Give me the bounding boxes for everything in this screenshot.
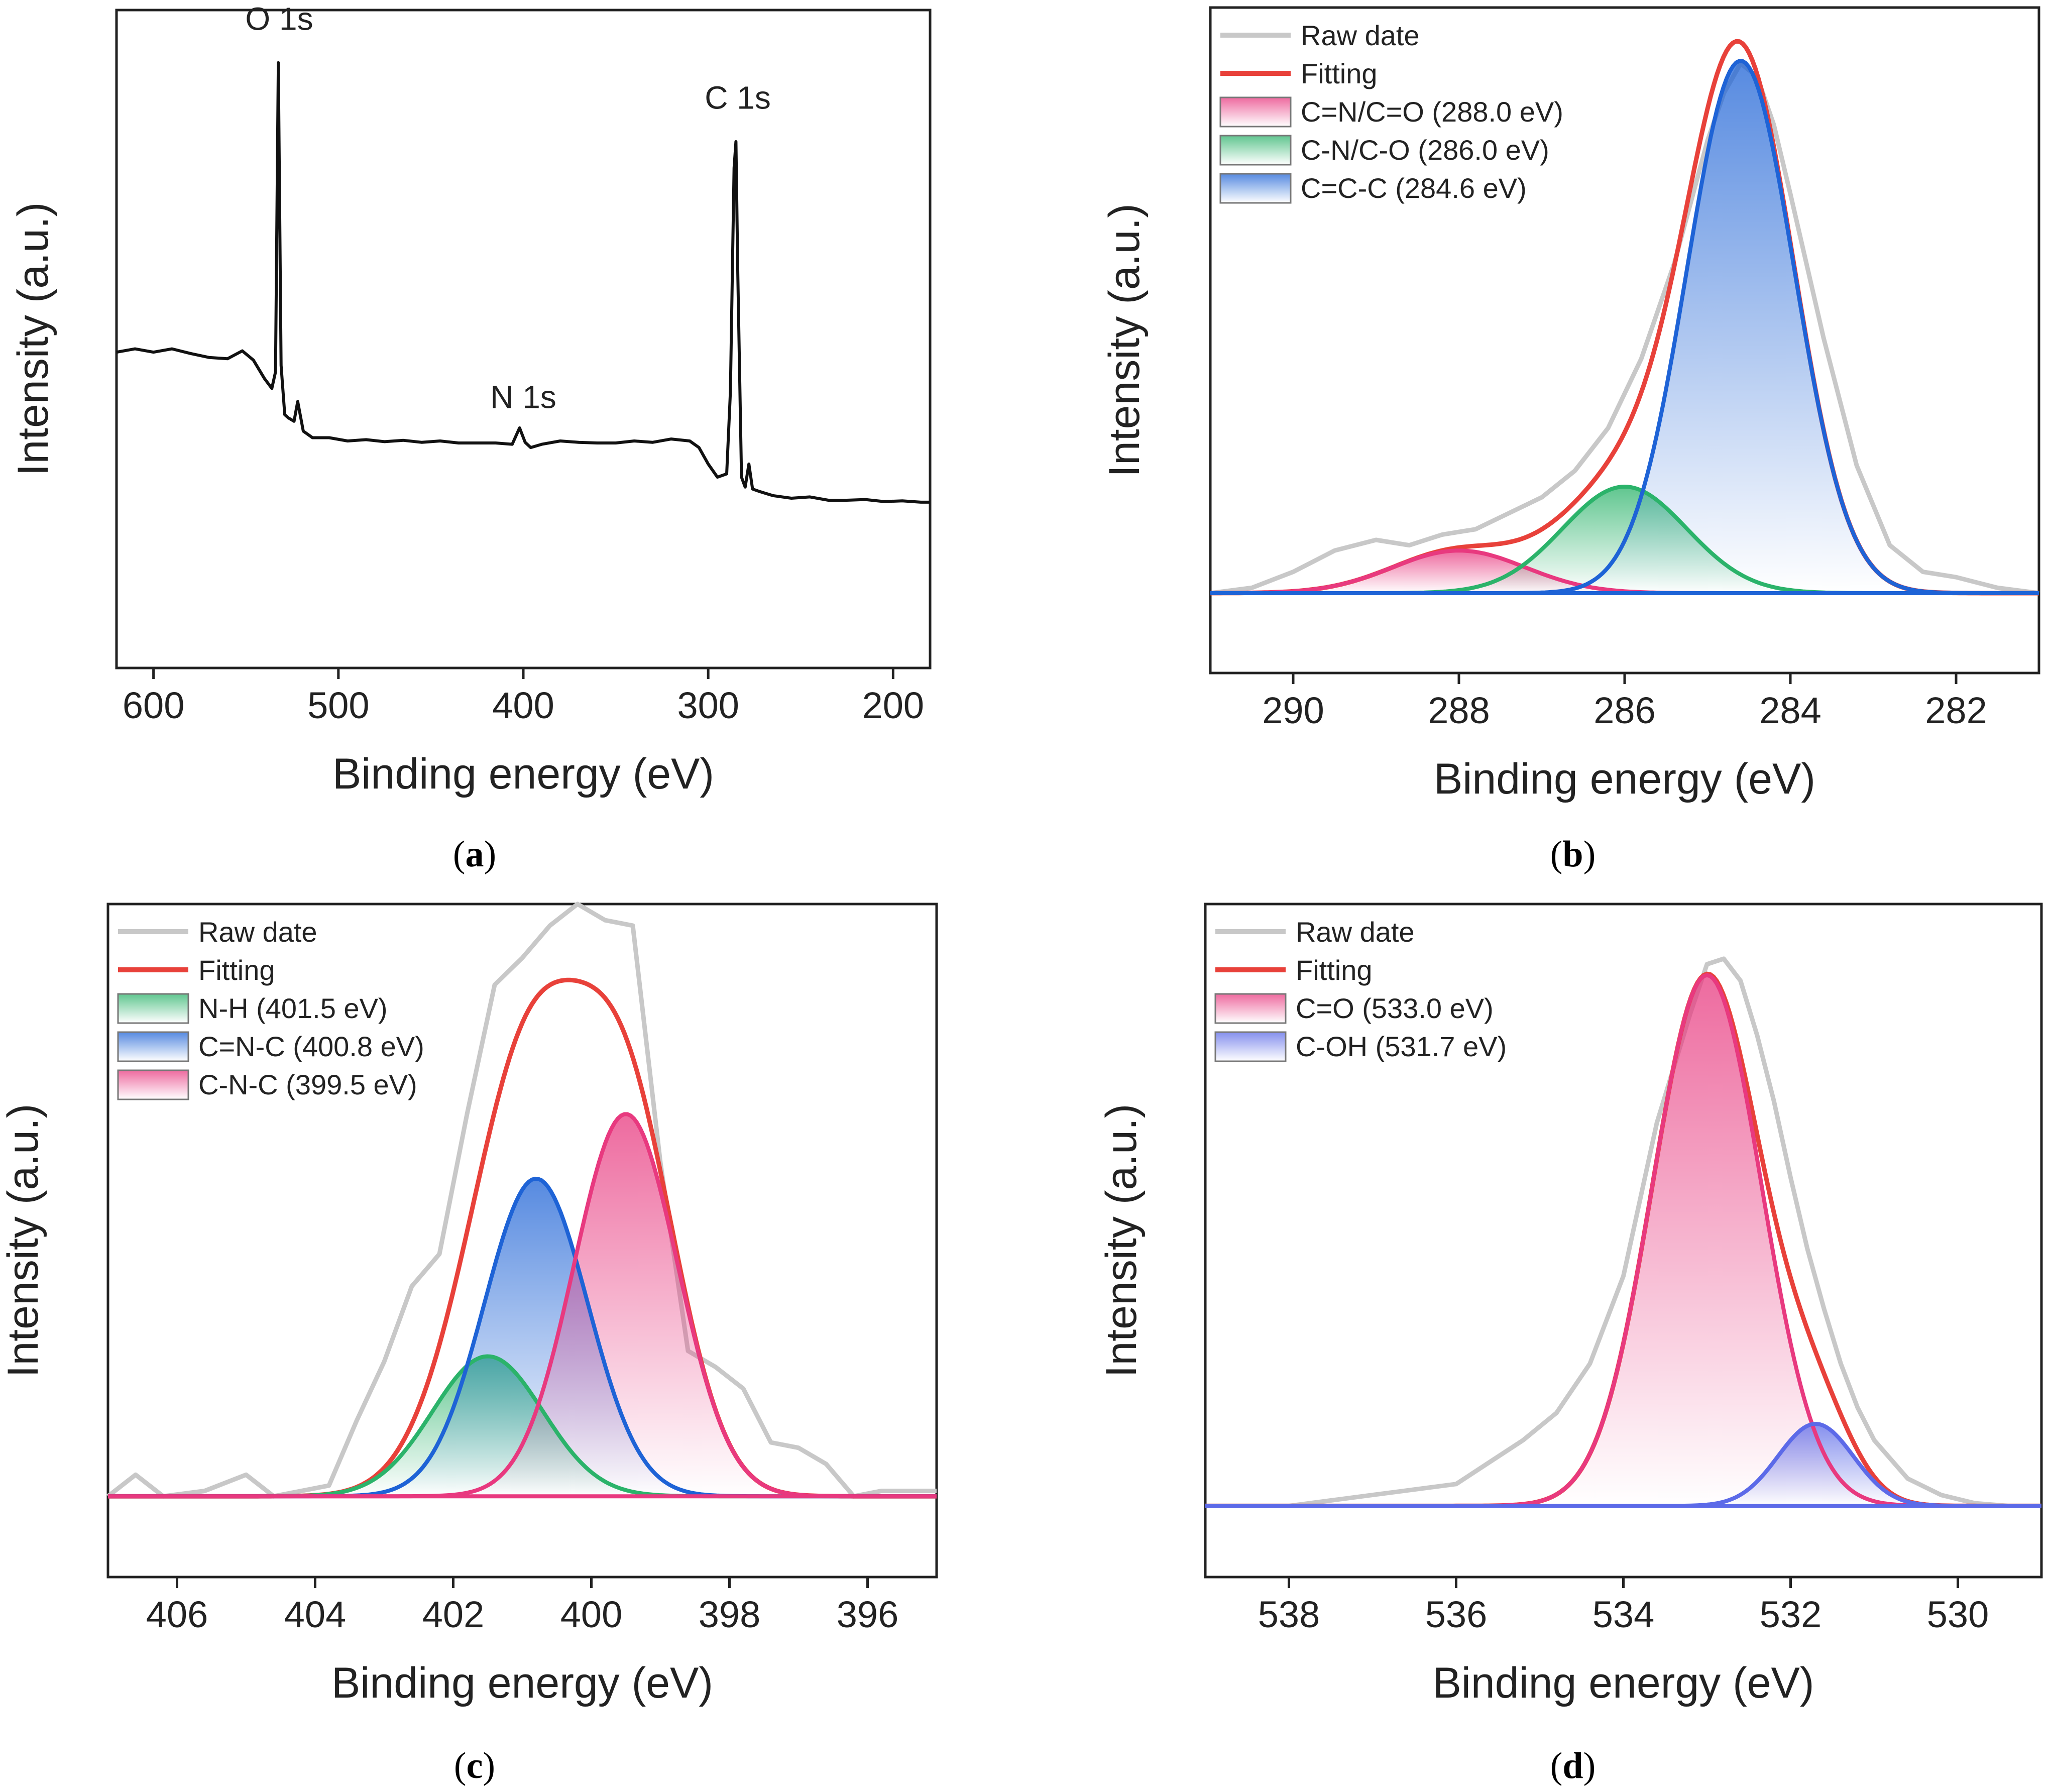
panel-d: 538 536 534 532 530 Binding energy (eV) Intens… <box>1097 903 2043 1707</box>
panel-b-x-tick-label: 282 <box>1925 690 1987 731</box>
panel-b-legend: Raw date Fitting C=N/C=O (288.0 eV) C-N/C-O… <box>1219 20 1563 204</box>
panel-a-x-axis-title: Binding energy (eV) <box>332 750 714 798</box>
panel-a-plot-frame <box>115 9 932 669</box>
panel-b-x-axis-title: Binding energy (eV) <box>1434 755 1815 803</box>
panel-d-legend-raw-label: Raw date <box>1296 916 1415 948</box>
panel-b-y-axis-title: Intensity (a.u.) <box>1100 203 1149 477</box>
caption-b: (b) <box>1550 834 1596 875</box>
panel-b-x-tick-label: 290 <box>1262 690 1324 731</box>
caption-a: (a) <box>453 834 496 875</box>
panel-a-x-tick-label: 400 <box>492 685 554 726</box>
panel-a-x-tick-label: 200 <box>862 685 924 726</box>
panel-a-peak-label-c-1s: C 1s <box>705 80 771 116</box>
panel-b: 290 288 286 284 282 Binding energy (eV) Intens… <box>1100 6 2040 803</box>
panel-d-legend-swatch-c-oh-531-7-ev <box>1214 1031 1287 1062</box>
panel-b-legend-label-c-n-c-o-286-0-ev: C-N/C-O (286.0 eV) <box>1301 134 1549 166</box>
panel-a-x-tick-label: 300 <box>677 685 739 726</box>
panel-a-x-tick-label: 600 <box>123 685 184 726</box>
panel-d-x-axis-title: Binding energy (eV) <box>1432 1659 1814 1707</box>
panel-c-raw-line <box>106 902 937 1499</box>
panel-c-component-fill-c-n-c-400-8-ev <box>108 1178 937 1497</box>
panel-b-x-tick-label: 286 <box>1593 690 1655 731</box>
panel-d-x-tick-label: 530 <box>1927 1594 1989 1635</box>
panel-c-x-tick-label: 398 <box>699 1594 760 1635</box>
panel-c-x-tick-label: 402 <box>422 1594 484 1635</box>
panel-a-y-axis-title: Intensity (a.u.) <box>9 202 57 476</box>
panel-c-x-tick-label: 396 <box>837 1594 898 1635</box>
panel-c-plot-frame <box>106 903 938 1579</box>
panel-c-legend-swatch-n-h-401-5-ev <box>117 993 189 1024</box>
panel-d-y-axis-title: Intensity (a.u.) <box>1097 1104 1146 1378</box>
panel-c-legend-label-n-h-401-5-ev: N-H (401.5 eV) <box>198 992 388 1024</box>
panel-b-legend-swatch-c-n-c-o-288-0-ev <box>1219 96 1292 128</box>
panel-c-x-axis-title: Binding energy (eV) <box>331 1659 713 1707</box>
panel-a-peak-label-o-1s: O 1s <box>245 1 313 37</box>
panel-d-component-fill-c-oh-531-7-ev <box>1205 1424 2041 1506</box>
panel-a-x-tick-label: 500 <box>307 685 369 726</box>
panel-b-legend-swatch-c-c-c-284-6-ev <box>1219 173 1292 204</box>
panel-d-component-fill-c-o-533-0-ev <box>1205 975 2041 1506</box>
panel-c-x-tick-label: 406 <box>146 1594 208 1635</box>
panel-c-legend-label-c-n-c-399-5-ev: C-N-C (399.5 eV) <box>198 1069 417 1100</box>
panel-b-legend-fit-label: Fitting <box>1301 58 1378 89</box>
panel-a-series-line <box>116 61 930 504</box>
panel-a: 600 500 400 300 200 Binding energy (eV) Intens… <box>9 1 932 798</box>
panel-d-x-tick-label: 538 <box>1258 1594 1320 1635</box>
panel-b-legend-label-c-c-c-284-6-ev: C=C-C (284.6 eV) <box>1301 172 1527 204</box>
panel-a-peak-label-n-1s: N 1s <box>490 379 556 415</box>
panel-d-x-tick-label: 532 <box>1760 1594 1821 1635</box>
panel-d-x-tick-label: 534 <box>1592 1594 1654 1635</box>
panel-d-legend: Raw date Fitting C=O (533.0 eV) C-OH (531.7… <box>1214 916 1507 1062</box>
caption-d: (d) <box>1550 1745 1596 1786</box>
panel-b-legend-swatch-c-n-c-o-286-0-ev <box>1219 135 1292 166</box>
caption-c: (c) <box>454 1745 495 1786</box>
panel-b-legend-raw-label: Raw date <box>1301 20 1420 51</box>
panel-b-component-fill-c-n-c-o-288-0-ev <box>1210 550 2039 593</box>
panel-d-legend-fit-label: Fitting <box>1296 954 1373 986</box>
panel-c-legend: Raw date Fitting N-H (401.5 eV) C=N-C (400.… <box>117 916 424 1100</box>
panel-d-x-tick-label: 536 <box>1425 1594 1487 1635</box>
panel-c-y-axis-title: Intensity (a.u.) <box>0 1104 47 1378</box>
panel-c-legend-raw-label: Raw date <box>198 916 317 948</box>
panel-b-x-tick-label: 284 <box>1759 690 1821 731</box>
panel-d-legend-label-c-o-533-0-ev: C=O (533.0 eV) <box>1296 992 1494 1024</box>
panel-b-x-tick-label: 288 <box>1428 690 1490 731</box>
panel-c-legend-label-c-n-c-400-8-ev: C=N-C (400.8 eV) <box>198 1031 424 1062</box>
panel-c: 406 404 402 400 398 396 Binding energy (eV) Int… <box>0 902 938 1707</box>
panel-c-legend-swatch-c-n-c-399-5-ev <box>117 1069 189 1100</box>
panel-c-legend-fit-label: Fitting <box>198 954 275 986</box>
panel-b-legend-label-c-n-c-o-288-0-ev: C=N/C=O (288.0 eV) <box>1301 96 1563 128</box>
panel-c-x-tick-label: 404 <box>284 1594 346 1635</box>
panel-c-x-tick-label: 400 <box>560 1594 622 1635</box>
panel-c-legend-swatch-c-n-c-400-8-ev <box>117 1031 189 1062</box>
panel-d-legend-label-c-oh-531-7-ev: C-OH (531.7 eV) <box>1296 1031 1507 1062</box>
panel-d-legend-swatch-c-o-533-0-ev <box>1214 993 1287 1024</box>
panel-d-raw-line <box>1205 956 2041 1508</box>
